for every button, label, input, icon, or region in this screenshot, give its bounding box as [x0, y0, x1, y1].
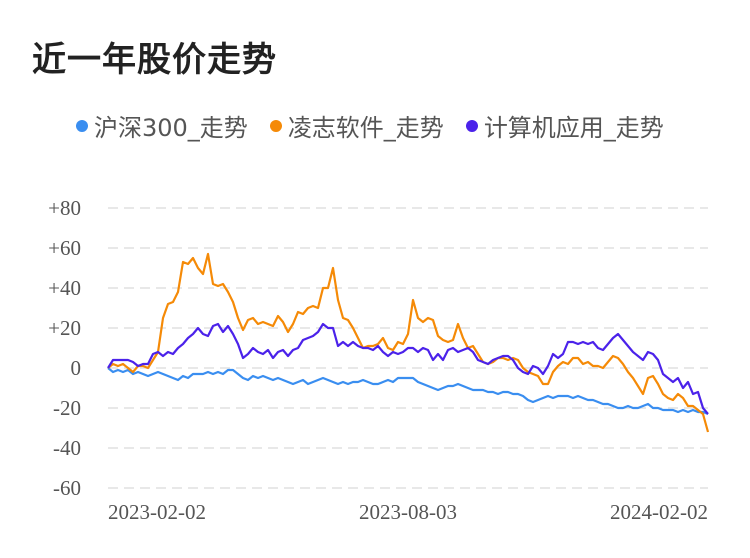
- legend-label: 凌志软件_走势: [287, 114, 444, 142]
- legend-dot-icon: [76, 119, 88, 132]
- page-title: 近一年股价走势: [32, 40, 277, 80]
- x-tick-label: 2023-08-03: [359, 500, 457, 524]
- y-tick-label: +20: [48, 316, 81, 340]
- chart-legend: 沪深300_走势 凌志软件_走势 计算机应用_走势: [76, 108, 664, 143]
- y-tick-label: +80: [48, 196, 81, 220]
- y-tick-label: +40: [48, 276, 81, 300]
- series-line-2: [107, 322, 709, 415]
- series-line-1: [107, 252, 710, 433]
- legend-dot-icon: [465, 119, 478, 132]
- y-tick-label: -20: [53, 396, 81, 420]
- legend-dot-icon: [269, 119, 282, 132]
- y-tick-label: +60: [48, 236, 81, 260]
- legend-item-computer-app[interactable]: 计算机应用_走势: [465, 108, 664, 143]
- legend-label: 沪深300_走势: [94, 114, 248, 142]
- y-tick-label: -40: [53, 436, 81, 460]
- y-tick-label: 0: [71, 356, 82, 380]
- x-tick-label: 2024-02-02: [610, 500, 708, 524]
- x-tick-label: 2023-02-02: [108, 500, 206, 524]
- series-line-0: [107, 367, 709, 416]
- y-tick-label: -60: [53, 476, 81, 500]
- legend-label: 计算机应用_走势: [483, 114, 664, 142]
- legend-item-hs300[interactable]: 沪深300_走势: [76, 108, 248, 143]
- legend-item-linkage[interactable]: 凌志软件_走势: [269, 108, 444, 143]
